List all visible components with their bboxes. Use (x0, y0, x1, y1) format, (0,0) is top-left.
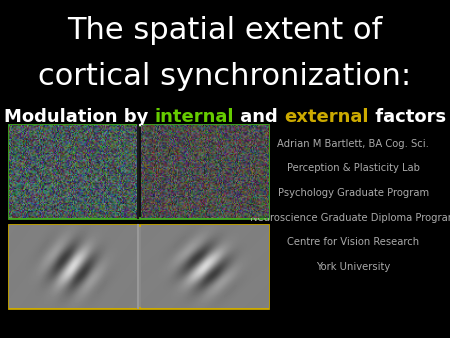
Text: Adrian M Bartlett, BA Cog. Sci.: Adrian M Bartlett, BA Cog. Sci. (277, 139, 429, 149)
Bar (9, 125, 268, 218)
Text: cortical synchronization:: cortical synchronization: (38, 62, 412, 91)
Text: Perception & Plasticity Lab: Perception & Plasticity Lab (287, 163, 420, 173)
Text: Psychology Graduate Program: Psychology Graduate Program (278, 188, 429, 198)
Text: internal: internal (155, 107, 234, 126)
Bar (9, 225, 268, 308)
Text: and: and (234, 107, 284, 126)
Text: external: external (284, 107, 369, 126)
Text: Centre for Vision Research: Centre for Vision Research (287, 237, 419, 247)
Text: factors: factors (369, 107, 446, 126)
Text: Modulation by: Modulation by (4, 107, 155, 126)
Text: Neuroscience Graduate Diploma Program: Neuroscience Graduate Diploma Program (250, 213, 450, 223)
Text: The spatial extent of: The spatial extent of (68, 16, 382, 45)
Text: York University: York University (316, 262, 391, 272)
